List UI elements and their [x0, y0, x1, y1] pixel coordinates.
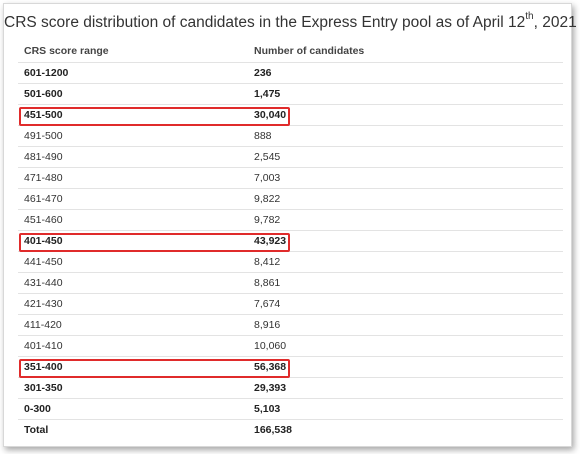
- title-text: CRS score distribution of candidates in …: [4, 14, 526, 31]
- table-row: 471-480 7,003: [18, 168, 563, 189]
- candidate-count-cell: 7,674: [254, 298, 281, 310]
- table-row: 301-350 29,393: [18, 378, 563, 399]
- score-range-cell: Total: [24, 424, 49, 436]
- score-range-cell: 601-1200: [24, 67, 69, 79]
- score-range-cell: 461-470: [24, 193, 63, 205]
- column-header-count: Number of candidates: [254, 45, 365, 57]
- table-row: 481-490 2,545: [18, 147, 563, 168]
- title-superscript: th: [525, 10, 534, 22]
- candidate-count-cell: 43,923: [254, 235, 287, 247]
- candidate-count-cell: 236: [254, 67, 272, 79]
- table-row: 351-400 56,368: [18, 357, 563, 378]
- crs-distribution-table: CRS score range Number of candidates 601…: [18, 40, 563, 441]
- candidate-count-cell: 9,822: [254, 193, 281, 205]
- column-header-range: CRS score range: [24, 45, 109, 57]
- score-range-cell: 431-440: [24, 277, 63, 289]
- score-range-cell: 401-450: [24, 235, 63, 247]
- score-range-cell: 481-490: [24, 151, 63, 163]
- table-row: 441-450 8,412: [18, 252, 563, 273]
- score-range-cell: 411-420: [24, 319, 62, 331]
- candidate-count-cell: 1,475: [254, 88, 281, 100]
- candidate-count-cell: 29,393: [254, 382, 287, 394]
- table-row: 491-500 888: [18, 126, 563, 147]
- table-row: 451-500 30,040: [18, 105, 563, 126]
- table-row: 431-440 8,861: [18, 273, 563, 294]
- score-range-cell: 301-350: [24, 382, 63, 394]
- table-row: Total 166,538: [18, 420, 563, 441]
- title-suffix: , 2021: [533, 14, 577, 31]
- score-range-cell: 351-400: [24, 361, 63, 373]
- candidate-count-cell: 9,782: [254, 214, 281, 226]
- table-row: 411-420 8,916: [18, 315, 563, 336]
- score-range-cell: 451-500: [24, 109, 63, 121]
- candidate-count-cell: 8,916: [254, 319, 281, 331]
- candidate-count-cell: 8,861: [254, 277, 281, 289]
- score-range-cell: 441-450: [24, 256, 63, 268]
- score-range-cell: 421-430: [24, 298, 63, 310]
- table-card: CRS score distribution of candidates in …: [3, 3, 577, 447]
- table-row: 421-430 7,674: [18, 294, 563, 315]
- score-range-cell: 491-500: [24, 130, 63, 142]
- table-body: 601-1200 236 501-600 1,475 451-500 30,040 491-…: [18, 63, 563, 441]
- score-range-cell: 401-410: [24, 340, 63, 352]
- page-title: CRS score distribution of candidates in …: [4, 10, 577, 32]
- table-row: 401-410 10,060: [18, 336, 563, 357]
- score-range-cell: 501-600: [24, 88, 63, 100]
- table-header-row: CRS score range Number of candidates: [18, 40, 563, 63]
- table-row: 451-460 9,782: [18, 210, 563, 231]
- candidate-count-cell: 5,103: [254, 403, 281, 415]
- score-range-cell: 471-480: [24, 172, 63, 184]
- table-row: 501-600 1,475: [18, 84, 563, 105]
- table-row: 0-300 5,103: [18, 399, 563, 420]
- candidate-count-cell: 7,003: [254, 172, 281, 184]
- candidate-count-cell: 888: [254, 130, 272, 142]
- table-row: 601-1200 236: [18, 63, 563, 84]
- table-row: 401-450 43,923: [18, 231, 563, 252]
- table-row: 461-470 9,822: [18, 189, 563, 210]
- candidate-count-cell: 10,060: [254, 340, 287, 352]
- candidate-count-cell: 166,538: [254, 424, 292, 436]
- score-range-cell: 0-300: [24, 403, 51, 415]
- score-range-cell: 451-460: [24, 214, 63, 226]
- candidate-count-cell: 8,412: [254, 256, 281, 268]
- candidate-count-cell: 30,040: [254, 109, 287, 121]
- candidate-count-cell: 56,368: [254, 361, 287, 373]
- candidate-count-cell: 2,545: [254, 151, 281, 163]
